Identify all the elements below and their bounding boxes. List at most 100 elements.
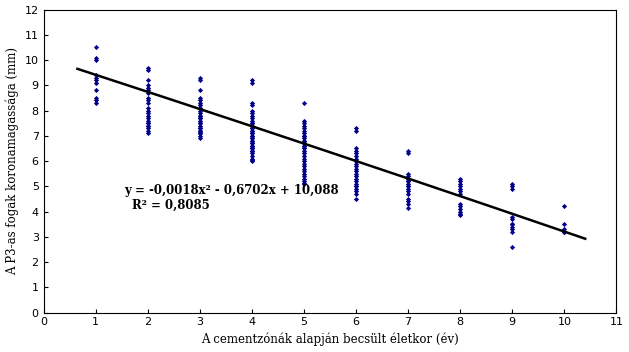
Point	[455, 204, 465, 209]
Point	[247, 128, 257, 133]
Point	[195, 131, 205, 136]
Point	[143, 131, 153, 136]
Point	[195, 113, 205, 118]
Point	[403, 183, 413, 189]
Point	[299, 156, 309, 161]
Point	[507, 229, 517, 234]
Point	[507, 183, 517, 189]
Point	[247, 140, 257, 146]
Point	[299, 136, 309, 141]
Point	[299, 146, 309, 151]
Point	[299, 153, 309, 159]
Point	[299, 118, 309, 124]
Point	[247, 131, 257, 136]
Point	[143, 108, 153, 113]
Point	[351, 148, 361, 154]
Point	[403, 186, 413, 191]
Point	[455, 176, 465, 182]
Point	[351, 196, 361, 202]
Point	[455, 186, 465, 191]
Point	[247, 108, 257, 113]
Point	[247, 136, 257, 141]
Point	[91, 73, 101, 78]
Point	[507, 226, 517, 232]
Point	[247, 146, 257, 151]
Point	[507, 221, 517, 227]
Point	[247, 157, 257, 163]
Point	[299, 138, 309, 144]
Point	[351, 128, 361, 133]
Point	[247, 148, 257, 154]
Point	[195, 110, 205, 116]
Point	[559, 204, 569, 209]
Point	[507, 181, 517, 187]
Point	[455, 183, 465, 189]
Point	[247, 136, 257, 141]
Point	[299, 174, 309, 179]
Point	[247, 143, 257, 149]
Point	[247, 148, 257, 154]
Point	[247, 123, 257, 128]
Point	[195, 75, 205, 81]
Point	[299, 140, 309, 146]
Point	[247, 133, 257, 139]
Point	[195, 108, 205, 113]
Point	[351, 161, 361, 166]
Point	[247, 128, 257, 133]
Point	[91, 55, 101, 60]
Point	[299, 123, 309, 128]
Point	[91, 77, 101, 83]
Point	[143, 98, 153, 103]
Point	[247, 103, 257, 108]
Point	[195, 100, 205, 106]
Point	[351, 191, 361, 197]
Point	[247, 123, 257, 128]
Point	[299, 163, 309, 169]
Point	[299, 151, 309, 156]
Point	[247, 118, 257, 124]
Point	[143, 105, 153, 111]
Point	[247, 146, 257, 151]
Point	[455, 206, 465, 212]
Point	[403, 196, 413, 202]
Point	[195, 103, 205, 108]
Point	[247, 120, 257, 126]
Point	[351, 186, 361, 191]
Text: y = -0,0018x² - 0,6702x + 10,088: y = -0,0018x² - 0,6702x + 10,088	[125, 184, 339, 197]
Point	[247, 120, 257, 126]
Point	[247, 153, 257, 159]
Point	[91, 80, 101, 86]
Point	[143, 82, 153, 88]
Point	[195, 120, 205, 126]
Point	[91, 98, 101, 103]
Point	[195, 113, 205, 118]
Point	[195, 115, 205, 121]
Point	[247, 148, 257, 154]
Point	[143, 90, 153, 96]
Text: R² = 0,8085: R² = 0,8085	[132, 199, 210, 212]
Point	[247, 156, 257, 161]
Point	[299, 143, 309, 149]
Point	[351, 176, 361, 182]
Point	[299, 176, 309, 182]
Point	[143, 120, 153, 126]
Point	[351, 183, 361, 189]
Point	[455, 178, 465, 184]
Point	[507, 224, 517, 230]
Point	[143, 123, 153, 128]
Point	[247, 140, 257, 146]
Point	[299, 146, 309, 151]
Point	[247, 151, 257, 156]
Y-axis label: A P3-as fogak koronamagassága (mm): A P3-as fogak koronamagassága (mm)	[6, 47, 19, 275]
Point	[299, 128, 309, 133]
Point	[403, 199, 413, 204]
Point	[91, 75, 101, 81]
Point	[455, 201, 465, 207]
Point	[299, 138, 309, 144]
Point	[247, 158, 257, 164]
Point	[507, 186, 517, 191]
Point	[299, 158, 309, 164]
Point	[299, 133, 309, 139]
Point	[403, 178, 413, 184]
Point	[403, 181, 413, 187]
